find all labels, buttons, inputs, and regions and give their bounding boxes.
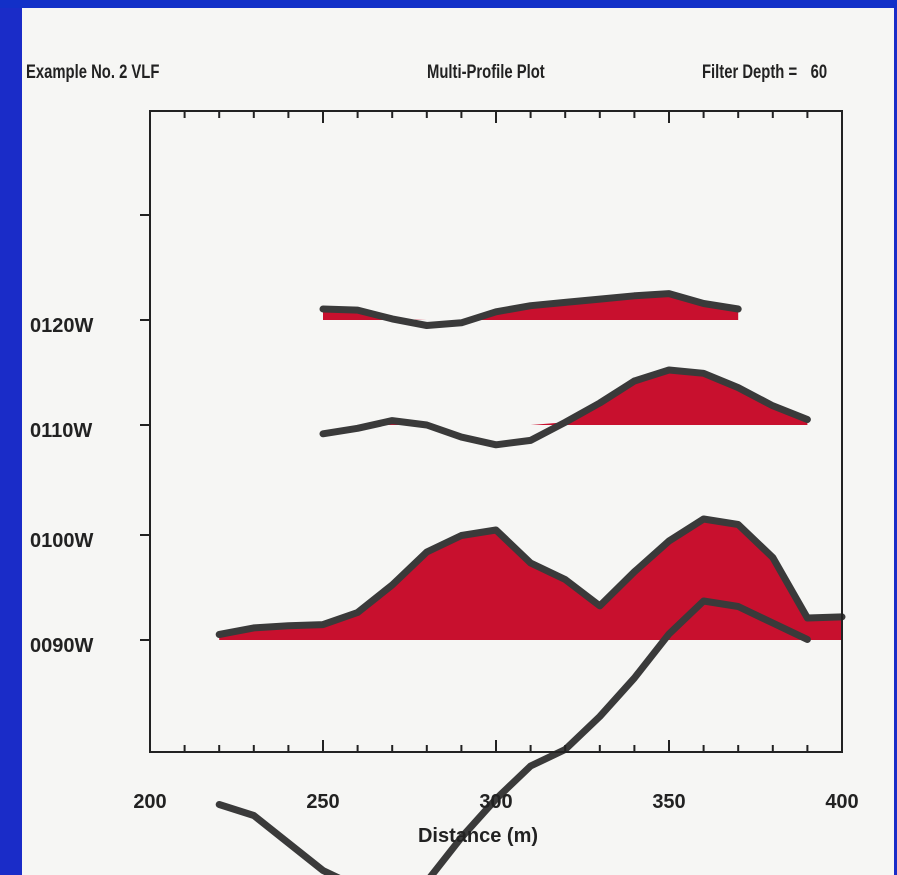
example-title: Example No. 2 VLF bbox=[26, 62, 160, 83]
profile-line-0090w bbox=[215, 515, 846, 638]
x-tick-label: 400 bbox=[825, 791, 858, 813]
plot-sheet bbox=[22, 8, 894, 875]
x-axis-title: Distance (m) bbox=[418, 825, 538, 847]
profile-line-0110w bbox=[319, 366, 811, 449]
filter-depth: Filter Depth = 60 bbox=[702, 62, 827, 84]
filter-depth-value: 60 bbox=[810, 62, 828, 83]
x-tick-label: 200 bbox=[133, 791, 166, 813]
profile-label: 0110W bbox=[30, 420, 92, 442]
plot-frame bbox=[149, 110, 843, 753]
window-top-border bbox=[0, 0, 897, 8]
profile-line-0100w bbox=[215, 597, 811, 875]
x-tick-label: 350 bbox=[652, 791, 685, 813]
axis-labels: 200 250 300 350 400 0120W 0110W 0100W 0090W Dista… bbox=[30, 315, 859, 847]
profile-label: 0120W bbox=[30, 315, 93, 337]
plot-title: Multi-Profile Plot bbox=[427, 62, 545, 83]
profile-fills bbox=[219, 293, 842, 640]
profile-label: 0100W bbox=[30, 530, 93, 552]
filter-depth-label: Filter Depth = bbox=[702, 62, 798, 83]
x-tick-label: 300 bbox=[479, 791, 512, 813]
profile-lines bbox=[215, 290, 846, 875]
profile-line-0120w bbox=[319, 290, 742, 329]
profile-fill-0110w bbox=[323, 370, 808, 425]
profile-label: 0090W bbox=[30, 635, 93, 657]
x-tick-label: 250 bbox=[306, 791, 339, 813]
profile-fill-0090w bbox=[219, 519, 842, 640]
axis-ticks bbox=[140, 111, 843, 752]
